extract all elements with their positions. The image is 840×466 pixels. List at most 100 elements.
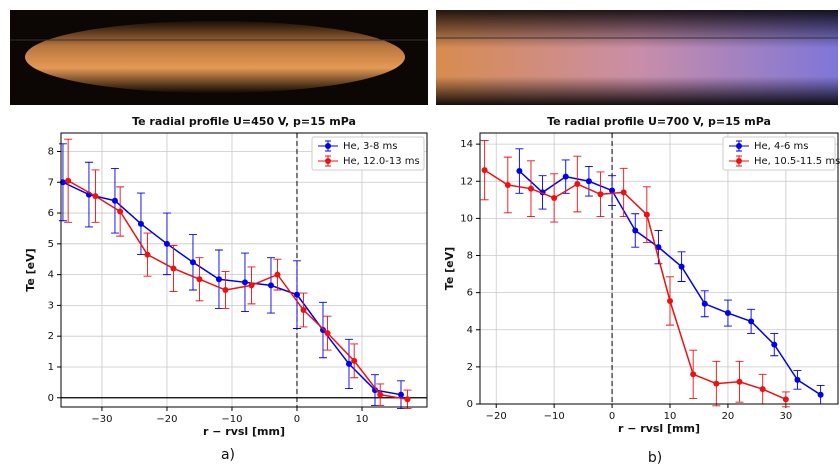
series-line xyxy=(62,181,402,396)
data-point xyxy=(655,244,662,251)
data-point xyxy=(111,197,118,204)
x-tick-label: 20 xyxy=(722,411,735,422)
data-point xyxy=(724,310,731,317)
data-point xyxy=(551,194,558,201)
x-tick-label: −20 xyxy=(156,414,177,425)
data-point xyxy=(527,185,534,192)
y-tick-label: 8 xyxy=(48,146,54,157)
data-point xyxy=(65,177,72,184)
legend-marker xyxy=(325,143,331,149)
data-point xyxy=(609,187,616,194)
x-axis-label: r − rvsl [mm] xyxy=(618,422,700,435)
chart-title: Te radial profile U=450 V, p=15 mPa xyxy=(132,115,356,128)
data-point xyxy=(170,265,177,272)
data-point xyxy=(667,297,674,304)
series-line xyxy=(67,180,408,401)
y-tick-label: 0 xyxy=(467,399,473,410)
series-line xyxy=(518,170,822,396)
data-point xyxy=(678,263,685,270)
data-point xyxy=(117,208,124,215)
data-point xyxy=(222,287,229,294)
data-point xyxy=(597,191,604,198)
y-tick-label: 4 xyxy=(467,325,473,336)
chart-title: Te radial profile U=700 V, p=15 mPa xyxy=(547,115,771,128)
legend-label: He, 10.5-11.5 ms xyxy=(754,156,840,167)
y-axis-label: Te [eV] xyxy=(24,248,37,291)
data-point xyxy=(504,181,511,188)
data-point xyxy=(274,271,281,278)
x-axis-label: r − rvsl [mm] xyxy=(203,425,285,438)
panel-caption: b) xyxy=(648,450,662,466)
x-tick-label: −20 xyxy=(486,411,507,422)
x-tick-label: −10 xyxy=(221,414,242,425)
data-point xyxy=(293,291,300,298)
data-point xyxy=(92,193,99,200)
data-point xyxy=(701,300,708,307)
data-point xyxy=(137,220,144,227)
data-point xyxy=(397,391,404,398)
data-point xyxy=(215,276,222,283)
data-point xyxy=(782,396,789,403)
x-tick-label: 0 xyxy=(294,414,300,425)
y-tick-label: 2 xyxy=(48,331,54,342)
legend-label: He, 4-6 ms xyxy=(754,141,809,152)
data-point xyxy=(562,173,569,180)
x-tick-label: 10 xyxy=(356,414,369,425)
data-point xyxy=(377,391,384,398)
y-tick-label: 4 xyxy=(48,270,54,281)
y-tick-label: 5 xyxy=(48,239,54,250)
data-point xyxy=(574,181,581,188)
y-axis-label: Te [eV] xyxy=(443,247,456,290)
data-point xyxy=(144,251,151,258)
data-point xyxy=(632,227,639,234)
data-point xyxy=(620,189,627,196)
data-point xyxy=(748,318,755,325)
data-point xyxy=(516,168,523,175)
y-tick-label: 8 xyxy=(467,251,473,262)
legend-label: He, 12.0-13 ms xyxy=(343,156,420,167)
data-point xyxy=(371,387,378,394)
data-point xyxy=(267,282,274,289)
legend-marker xyxy=(736,143,742,149)
panel-caption: a) xyxy=(221,447,235,463)
data-point xyxy=(771,341,778,348)
data-point xyxy=(713,380,720,387)
data-point xyxy=(248,282,255,289)
legend-label: He, 3-8 ms xyxy=(343,141,398,152)
plasma-glow-a xyxy=(25,21,405,93)
x-tick-label: 0 xyxy=(609,411,615,422)
data-point xyxy=(351,357,358,364)
data-point xyxy=(241,279,248,286)
series-line xyxy=(484,169,787,401)
data-point xyxy=(690,371,697,378)
data-point xyxy=(324,330,331,337)
y-tick-label: 2 xyxy=(467,362,473,373)
data-point xyxy=(759,386,766,393)
data-point xyxy=(196,276,203,283)
data-point xyxy=(404,396,411,403)
y-tick-label: 3 xyxy=(48,300,54,311)
y-tick-label: 10 xyxy=(460,213,473,224)
data-point xyxy=(300,307,307,314)
data-point xyxy=(643,211,650,218)
plot-frame xyxy=(479,132,839,405)
data-point xyxy=(736,378,743,385)
y-tick-label: 14 xyxy=(460,139,473,150)
y-tick-label: 0 xyxy=(48,393,54,404)
x-tick-label: −10 xyxy=(544,411,565,422)
legend-box xyxy=(722,136,836,171)
x-tick-label: 30 xyxy=(779,411,792,422)
legend-marker xyxy=(736,158,742,164)
y-tick-label: 12 xyxy=(460,176,473,187)
y-tick-label: 7 xyxy=(48,177,54,188)
x-tick-label: −30 xyxy=(91,414,112,425)
data-point xyxy=(817,391,824,398)
y-tick-label: 1 xyxy=(48,362,54,373)
legend-marker xyxy=(325,158,331,164)
y-tick-label: 6 xyxy=(48,208,54,219)
data-point xyxy=(189,259,196,266)
legend-box xyxy=(311,136,425,171)
data-point xyxy=(345,360,352,367)
data-point xyxy=(481,167,488,174)
